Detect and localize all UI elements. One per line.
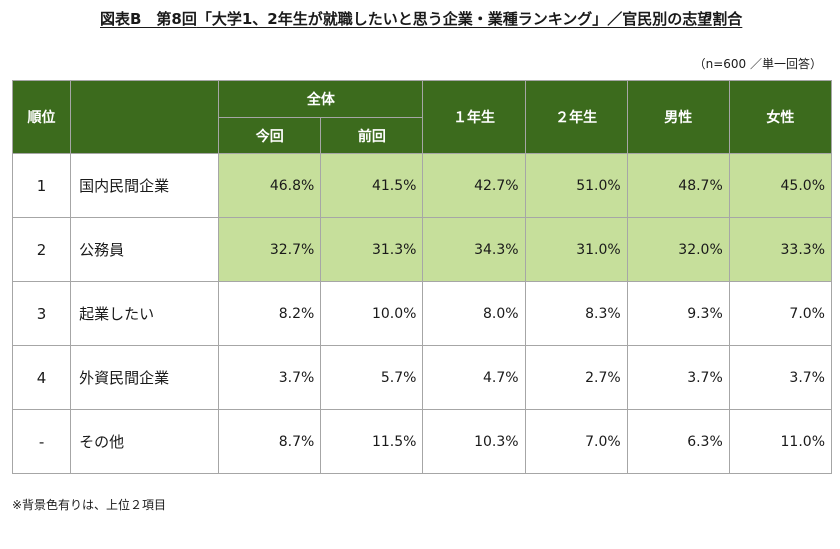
header-female: 女性 (728, 80, 833, 154)
value-cell: 8.0% (422, 281, 526, 346)
value-cell: 5.7% (320, 345, 424, 410)
value-cell: 11.0% (728, 409, 833, 474)
value-cell: 48.7% (626, 153, 730, 218)
header-all: 全体 (218, 80, 424, 118)
figure-title: 図表B 第8回「大学1、2年生が就職したいと思う企業・業種ランキング」／官民別の… (100, 8, 742, 29)
value-cell: 7.0% (728, 281, 833, 346)
highlight-note: ※背景色有りは、上位２項目 (12, 498, 167, 512)
value-cell: 41.5% (320, 153, 424, 218)
item-label-cell: 国内民間企業 (70, 153, 220, 218)
value-cell: 9.3% (626, 281, 730, 346)
sample-note: （n=600 ／単一回答） (693, 57, 822, 71)
table-row: - その他 8.7% 11.5% 10.3% 7.0% 6.3% 11.0% (11, 409, 833, 474)
figure-title-prefix: 図表B 第8回 (100, 10, 197, 28)
header-male: 男性 (626, 80, 730, 154)
figure-title-main: 「大学1、2年生が就職したいと思う企業・業種ランキング」／官民別の志望割合 (196, 10, 743, 28)
value-cell: 7.0% (524, 409, 628, 474)
value-cell: 32.0% (626, 217, 730, 282)
item-label-cell: その他 (70, 409, 220, 474)
value-cell: 10.0% (320, 281, 424, 346)
value-cell: 42.7% (422, 153, 526, 218)
value-cell: 31.0% (524, 217, 628, 282)
item-label-cell: 外資民間企業 (70, 345, 220, 410)
rank-cell: 2 (11, 217, 72, 282)
table-row: 4 外資民間企業 3.7% 5.7% 4.7% 2.7% 3.7% 3.7% (11, 345, 833, 410)
table-row: 1 国内民間企業 46.8% 41.5% 42.7% 51.0% 48.7% 45.0% (11, 153, 833, 218)
value-cell: 11.5% (320, 409, 424, 474)
value-cell: 45.0% (728, 153, 833, 218)
item-label-cell: 公務員 (70, 217, 220, 282)
rank-cell: 3 (11, 281, 72, 346)
rank-cell: 4 (11, 345, 72, 410)
value-cell: 4.7% (422, 345, 526, 410)
header-previous: 前回 (320, 117, 424, 154)
value-cell: 3.7% (218, 345, 322, 410)
table-row: 2 公務員 32.7% 31.3% 34.3% 31.0% 32.0% 33.3% (11, 217, 833, 282)
value-cell: 8.3% (524, 281, 628, 346)
rank-cell: - (11, 409, 72, 474)
header-item (70, 80, 220, 154)
value-cell: 8.7% (218, 409, 322, 474)
value-cell: 8.2% (218, 281, 322, 346)
value-cell: 32.7% (218, 217, 322, 282)
item-label-cell: 起業したい (70, 281, 220, 346)
table-row: 3 起業したい 8.2% 10.0% 8.0% 8.3% 9.3% 7.0% (11, 281, 833, 346)
value-cell: 10.3% (422, 409, 526, 474)
table-header: 順位 全体 １年生 ２年生 男性 女性 今回 前回 (11, 80, 833, 154)
value-cell: 3.7% (626, 345, 730, 410)
value-cell: 3.7% (728, 345, 833, 410)
header-current: 今回 (218, 117, 322, 154)
rank-cell: 1 (11, 153, 72, 218)
table-body: 1 国内民間企業 46.8% 41.5% 42.7% 51.0% 48.7% 45.0% 2 公務… (11, 153, 833, 474)
value-cell: 51.0% (524, 153, 628, 218)
value-cell: 2.7% (524, 345, 628, 410)
header-year2: ２年生 (524, 80, 628, 154)
ranking-table: 順位 全体 １年生 ２年生 男性 女性 今回 前回 1 国内民間企業 46.8% 41… (11, 80, 833, 474)
value-cell: 6.3% (626, 409, 730, 474)
header-rank: 順位 (11, 80, 72, 154)
value-cell: 31.3% (320, 217, 424, 282)
value-cell: 46.8% (218, 153, 322, 218)
header-year1: １年生 (422, 80, 526, 154)
value-cell: 34.3% (422, 217, 526, 282)
value-cell: 33.3% (728, 217, 833, 282)
